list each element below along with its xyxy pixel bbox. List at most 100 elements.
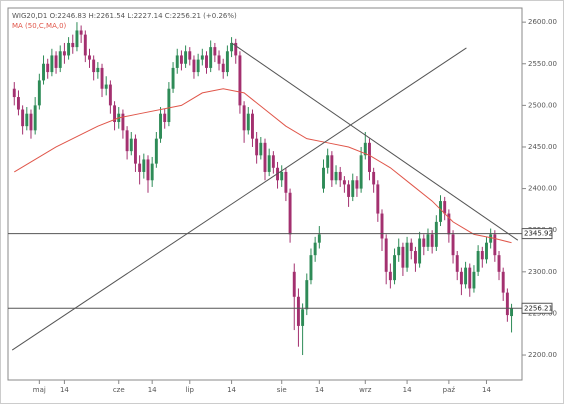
candle-body xyxy=(501,271,505,293)
ma-line xyxy=(14,88,512,244)
candle-body xyxy=(225,51,229,73)
candle-body xyxy=(200,55,204,60)
candle-body xyxy=(413,251,417,264)
candle-body xyxy=(489,234,493,243)
candle-body xyxy=(405,242,409,268)
x-tick-label: 14 xyxy=(403,386,412,394)
candle-body xyxy=(309,255,313,281)
candle-body xyxy=(150,163,154,181)
candle-body xyxy=(100,67,104,89)
candle-body xyxy=(242,105,246,131)
candle-body xyxy=(16,97,20,110)
candle-body xyxy=(79,30,83,35)
candle-body xyxy=(104,84,108,89)
candle-body xyxy=(447,213,451,235)
candle-body xyxy=(71,42,75,48)
candle-body xyxy=(62,51,66,56)
candle-body xyxy=(359,155,363,189)
candle-body xyxy=(434,221,438,247)
candle-body xyxy=(46,63,50,73)
candle-body xyxy=(192,59,196,73)
candle-body xyxy=(196,59,200,73)
trend-line xyxy=(11,47,467,351)
candle-body xyxy=(37,80,41,106)
candle-body xyxy=(476,251,480,272)
candle-body xyxy=(426,234,430,247)
candle-body xyxy=(205,55,208,68)
x-tick-label: paź xyxy=(443,386,456,394)
candle-body xyxy=(184,51,188,64)
y-tick-label: 2500.00 xyxy=(528,101,557,109)
candle-body xyxy=(50,55,54,73)
candle-body xyxy=(263,142,267,172)
candle-body xyxy=(401,246,405,268)
candle-body xyxy=(292,271,296,297)
candle-body xyxy=(334,171,338,181)
level-label: 2345.92 xyxy=(524,230,553,238)
candle-body xyxy=(255,138,259,156)
candle-body xyxy=(468,267,472,289)
candle-body xyxy=(88,55,91,60)
candle-body xyxy=(12,88,16,98)
candle-body xyxy=(259,142,263,156)
x-tick-label: cze xyxy=(113,386,125,394)
plot-area xyxy=(7,7,523,381)
candle-body xyxy=(230,42,234,52)
x-tick-label: 14 xyxy=(148,386,157,394)
x-tick-label: maj xyxy=(33,386,46,394)
x-tick-label: sie xyxy=(277,386,287,394)
candle-body xyxy=(464,267,468,285)
candle-body xyxy=(129,138,133,152)
x-tick-label: 14 xyxy=(315,386,324,394)
trend-line xyxy=(231,42,519,241)
candle-body xyxy=(58,51,62,68)
level-label-box xyxy=(521,228,553,240)
candle-body xyxy=(67,42,71,56)
candle-body xyxy=(409,242,413,252)
candle-body xyxy=(54,55,58,68)
candle-body xyxy=(347,184,351,197)
candle-body xyxy=(397,246,401,256)
candle-body xyxy=(330,155,334,181)
candle-body xyxy=(167,88,171,123)
candle-body xyxy=(121,113,125,131)
candle-body xyxy=(159,113,162,139)
y-tick-label: 2200.00 xyxy=(528,351,557,359)
header: WIG20,D1 O:2246.83 H:2261.54 L:2227.14 C… xyxy=(12,12,237,20)
x-tick-label: 14 xyxy=(60,386,69,394)
candle-body xyxy=(21,109,25,127)
candle-body xyxy=(92,59,96,73)
candle-body xyxy=(83,34,87,56)
candle-body xyxy=(459,271,463,285)
candle-body xyxy=(430,234,434,247)
candle-body xyxy=(418,238,422,264)
candle-body xyxy=(213,47,217,56)
candle-body xyxy=(510,308,514,317)
candle-body xyxy=(251,113,254,139)
candle-body xyxy=(351,180,355,197)
candle-body xyxy=(133,138,137,164)
candle-body xyxy=(217,55,221,64)
candle-body xyxy=(317,234,321,243)
candle-body xyxy=(238,55,242,106)
candle-body xyxy=(368,142,371,172)
ma-label: MA (50,C,MA,0) xyxy=(12,22,67,30)
candle-body xyxy=(497,255,501,272)
y-tick-label: 2600.00 xyxy=(528,18,557,26)
candle-body xyxy=(338,171,342,181)
candle-body xyxy=(138,163,142,172)
y-tick-label: 2550.00 xyxy=(528,60,557,68)
candle-body xyxy=(271,155,275,168)
candle-body xyxy=(171,67,175,89)
candle-body xyxy=(376,184,380,214)
candle-body xyxy=(113,105,117,123)
candle-body xyxy=(480,251,484,260)
candle-body xyxy=(393,255,397,281)
candle-body xyxy=(125,130,129,152)
x-tick-label: lip xyxy=(186,386,195,394)
candle-body xyxy=(42,63,45,81)
candle-body xyxy=(372,171,376,185)
candle-body xyxy=(25,113,29,127)
y-tick-label: 2300.00 xyxy=(528,268,557,276)
